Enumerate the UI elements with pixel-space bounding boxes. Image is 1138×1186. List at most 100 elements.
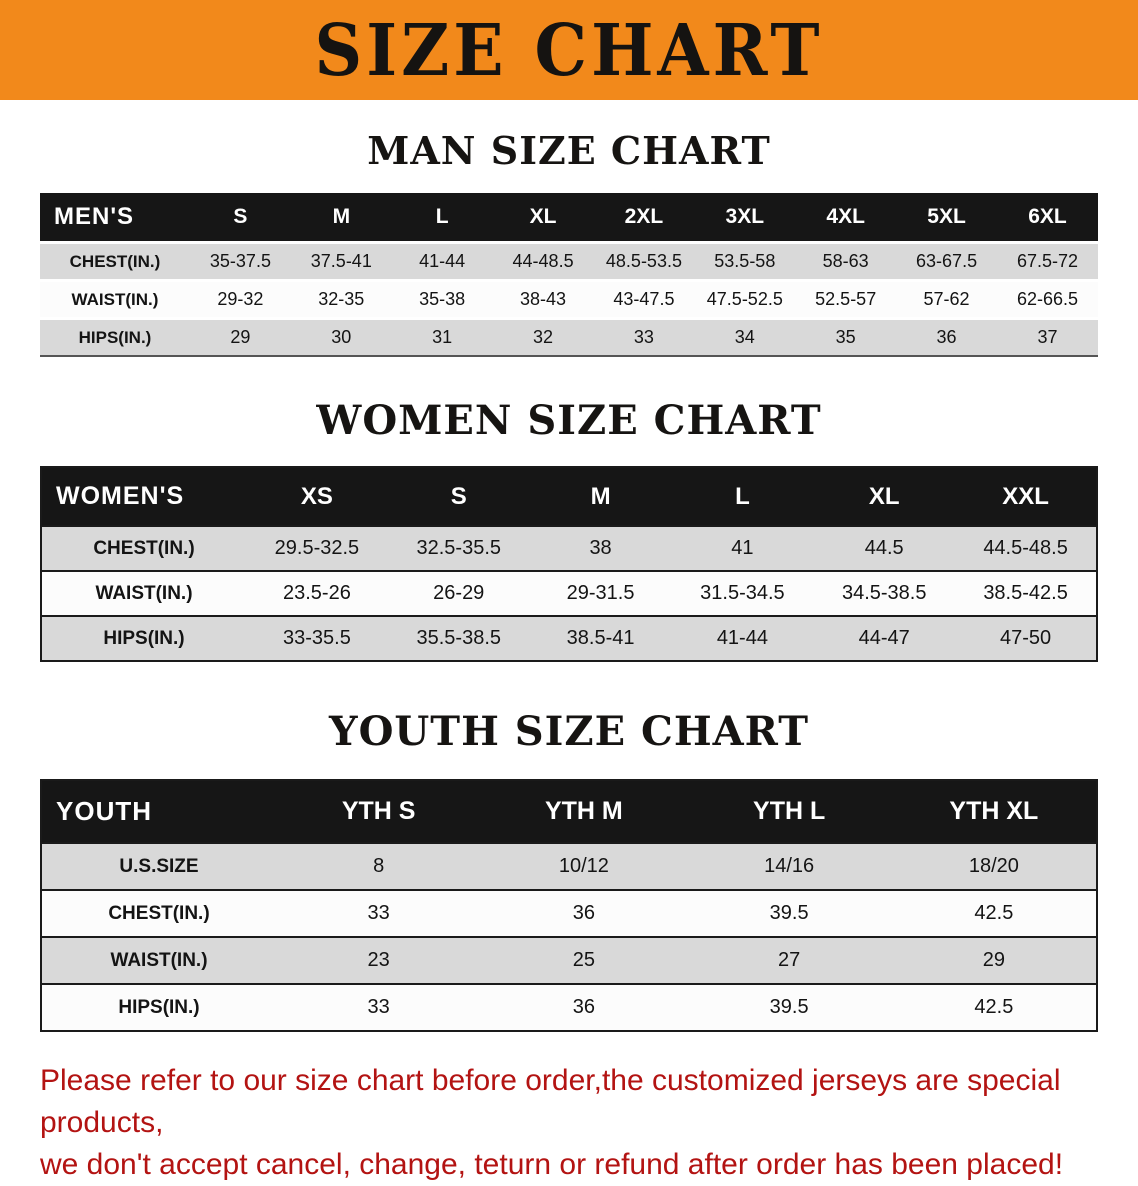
table-row: HIPS(IN.) 29 30 31 32 33 34 35 36 37 <box>40 318 1098 356</box>
cell-value: 33 <box>367 902 390 924</box>
cell-value: 38.5-42.5 <box>983 582 1068 604</box>
cell-value: 47-50 <box>999 627 1052 649</box>
cell-value: 30 <box>331 327 352 347</box>
cell-value: 38-43 <box>520 289 567 309</box>
cell-value: 29-31.5 <box>566 582 635 604</box>
table-header-row: MEN'S S M L XL 2XL 3XL 4XL 5XL 6XL <box>40 193 1098 243</box>
column-header: L <box>671 467 814 526</box>
cell-value: 29.5-32.5 <box>274 537 360 559</box>
table-row: U.S.SIZE 8 10/12 14/16 18/20 <box>41 843 1097 890</box>
youth-section-title: YOUTH SIZE CHART <box>329 708 809 755</box>
cell-value: 25 <box>572 949 595 971</box>
cell-value: 41-44 <box>419 251 466 271</box>
table-row: WAIST(IN.) 23.5-26 26-29 29-31.5 31.5-34.5 34… <box>41 571 1097 616</box>
row-label: CHEST(IN.) <box>108 902 210 924</box>
column-header: XL <box>492 193 594 243</box>
cell-value: 10/12 <box>558 855 609 877</box>
cell-value: 32 <box>533 327 554 347</box>
cell-value: 36 <box>572 902 595 924</box>
youth-size-table: YOUTH YTH S YTH M YTH L YTH XL U.S.SIZE 8 10/12… <box>40 779 1098 1032</box>
row-label: WAIST(IN.) <box>95 582 193 604</box>
cell-value: 23 <box>367 949 390 971</box>
column-header: YTH M <box>481 780 687 843</box>
cell-value: 35-38 <box>419 289 466 309</box>
cell-value: 41-44 <box>716 627 768 649</box>
row-label: CHEST(IN.) <box>93 537 195 559</box>
cell-value: 32.5-35.5 <box>416 537 501 559</box>
men-size-table: MEN'S S M L XL 2XL 3XL 4XL 5XL 6XL CHEST(IN.) 35-37… <box>40 193 1098 357</box>
cell-value: 31 <box>432 327 453 347</box>
cell-value: 38.5-41 <box>566 627 635 649</box>
column-header: XXL <box>955 467 1097 526</box>
row-label: WAIST(IN.) <box>110 949 208 971</box>
cell-value: 42.5 <box>974 902 1014 924</box>
column-header: XL <box>813 467 956 526</box>
men-section: MAN SIZE CHART MEN'S S M L XL 2XL 3XL 4XL 5XL 6XL… <box>0 128 1138 357</box>
cell-value: 33 <box>633 327 654 347</box>
cell-value: 34.5-38.5 <box>841 582 927 604</box>
cell-value: 27 <box>778 949 801 971</box>
cell-value: 38 <box>589 537 612 559</box>
column-header: 2XL <box>593 193 695 243</box>
table-row: WAIST(IN.) 23 25 27 29 <box>41 937 1097 984</box>
row-label: CHEST(IN.) <box>69 251 161 271</box>
table-row: CHEST(IN.) 29.5-32.5 32.5-35.5 38 41 44.5 44.5… <box>41 526 1097 571</box>
cell-value: 8 <box>373 855 385 877</box>
column-header: YTH XL <box>891 780 1097 843</box>
cell-value: 37.5-41 <box>310 251 372 271</box>
table-corner-label: WOMEN'S <box>41 467 246 526</box>
cell-value: 18/20 <box>968 855 1019 877</box>
column-header: 6XL <box>997 193 1098 243</box>
column-header: 4XL <box>795 193 897 243</box>
column-header: YTH S <box>276 780 482 843</box>
footer-notice: Please refer to our size chart before or… <box>40 1060 1110 1186</box>
cell-value: 63-67.5 <box>916 251 978 271</box>
table-row: WAIST(IN.) 29-32 32-35 35-38 38-43 43-47.5 47.… <box>40 280 1098 319</box>
banner-title: SIZE CHART <box>314 7 824 93</box>
cell-value: 57-62 <box>923 289 970 309</box>
column-header: M <box>529 467 672 526</box>
cell-value: 32-35 <box>318 289 365 309</box>
table-row: HIPS(IN.) 33 36 39.5 42.5 <box>41 984 1097 1031</box>
cell-value: 34 <box>734 327 755 347</box>
youth-section: YOUTH SIZE CHART YOUTH YTH S YTH M YTH L YTH… <box>0 708 1138 1032</box>
row-label: HIPS(IN.) <box>103 627 185 649</box>
women-size-table: WOMEN'S XS S M L XL XXL CHEST(IN.) 29.5-32.5 32.5… <box>40 466 1098 662</box>
cell-value: 62-66.5 <box>1016 289 1079 309</box>
cell-value: 35.5-38.5 <box>416 627 501 649</box>
table-header-row: YOUTH YTH S YTH M YTH L YTH XL <box>41 780 1097 843</box>
cell-value: 36 <box>572 996 595 1018</box>
cell-value: 44-48.5 <box>512 251 574 271</box>
cell-value: 48.5-53.5 <box>605 251 682 271</box>
cell-value: 33 <box>367 996 390 1018</box>
cell-value: 23.5-26 <box>282 582 351 604</box>
banner: SIZE CHART <box>0 0 1138 100</box>
column-header: M <box>290 193 392 243</box>
notice-line-1: Please refer to our size chart before or… <box>40 1064 1061 1139</box>
cell-value: 29 <box>982 949 1005 971</box>
cell-value: 44-47 <box>858 627 910 649</box>
cell-value: 41 <box>731 537 754 559</box>
column-header: S <box>387 467 530 526</box>
cell-value: 39.5 <box>769 902 809 924</box>
men-section-title: MAN SIZE CHART <box>367 128 771 173</box>
column-header: 3XL <box>694 193 796 243</box>
cell-value: 44.5 <box>864 537 904 559</box>
row-label: HIPS(IN.) <box>118 996 200 1018</box>
table-corner-label: MEN'S <box>40 193 190 243</box>
cell-value: 26-29 <box>433 582 485 604</box>
column-header: S <box>190 193 291 243</box>
cell-value: 42.5 <box>974 996 1014 1018</box>
cell-value: 35 <box>835 327 856 347</box>
cell-value: 43-47.5 <box>613 289 675 309</box>
cell-value: 31.5-34.5 <box>700 582 785 604</box>
cell-value: 33-35.5 <box>282 627 351 649</box>
cell-value: 14/16 <box>764 855 815 877</box>
cell-value: 58-63 <box>822 251 869 271</box>
cell-value: 53.5-58 <box>714 251 776 271</box>
column-header: XS <box>246 467 388 526</box>
cell-value: 67.5-72 <box>1016 251 1079 271</box>
table-row: CHEST(IN.) 33 36 39.5 42.5 <box>41 890 1097 937</box>
cell-value: 47.5-52.5 <box>706 289 783 309</box>
